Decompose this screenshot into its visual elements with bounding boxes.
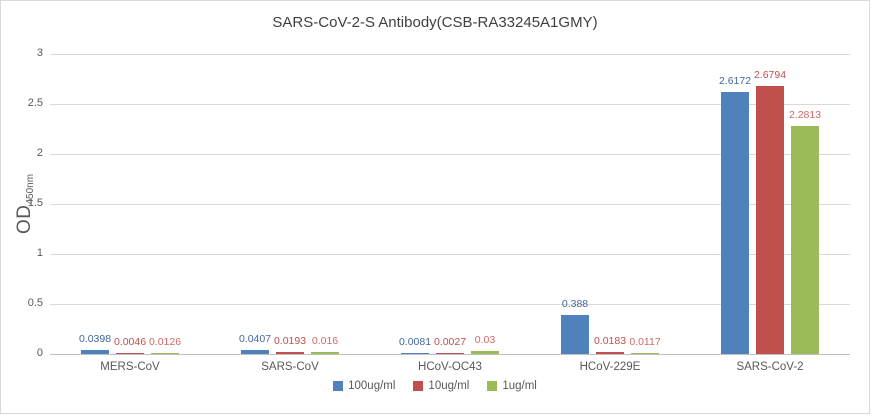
chart-bar (561, 315, 589, 354)
bar-value-label: 0.03 (474, 334, 496, 346)
chart-bar (401, 353, 429, 354)
bar-value-label: 0.388 (561, 298, 589, 310)
legend-label: 1ug/ml (502, 380, 537, 392)
legend-item: 100ug/ml (333, 380, 395, 392)
bar-value-label: 0.0126 (148, 336, 182, 348)
chart-bar (436, 353, 464, 354)
x-axis-line (50, 354, 850, 355)
legend-swatch (413, 381, 424, 391)
y-axis-tick-label: 1 (36, 247, 43, 259)
y-axis-tick-label: 3 (36, 47, 43, 59)
gridline (50, 204, 850, 205)
chart-bar (791, 126, 819, 354)
gridline (50, 304, 850, 305)
bar-value-label: 0.0027 (433, 336, 467, 348)
y-axis-tick-label: 2.5 (27, 97, 43, 109)
gridline (50, 54, 850, 55)
legend-swatch (487, 381, 498, 391)
bar-value-label: 0.0081 (398, 336, 432, 348)
chart-bar (151, 353, 179, 354)
bar-value-label: 2.6172 (718, 75, 752, 87)
legend-item: 10ug/ml (413, 380, 469, 392)
chart-bar (81, 350, 109, 354)
x-axis-category-label: MERS-CoV (100, 361, 160, 373)
legend-label: 100ug/ml (348, 380, 396, 392)
y-axis-tick-label: 1.5 (27, 197, 43, 209)
bar-value-label: 0.0183 (593, 335, 627, 347)
legend-label: 10ug/ml (428, 380, 470, 392)
x-axis-category-label: SARS-CoV (261, 361, 319, 373)
chart-bar (471, 351, 499, 354)
chart-bar (596, 352, 624, 354)
gridline (50, 254, 850, 255)
x-axis-category-label: HCoV-OC43 (418, 361, 482, 373)
bar-value-label: 0.0117 (629, 336, 661, 348)
y-axis-tick-label: 2 (36, 147, 43, 159)
bar-value-label: 2.2813 (788, 109, 822, 121)
bar-value-label: 0.0407 (238, 333, 272, 345)
bar-value-label: 0.0398 (78, 333, 112, 345)
chart-bar (721, 92, 749, 354)
chart-bar (241, 350, 269, 354)
y-axis-tick-label: 0 (36, 347, 43, 359)
bar-value-label: 0.0046 (113, 336, 147, 348)
bar-value-label: 0.016 (311, 335, 339, 347)
chart-bar (756, 86, 784, 354)
bar-value-label: 0.0193 (273, 335, 307, 347)
chart-bar (631, 353, 659, 354)
chart-title: SARS-CoV-2-S Antibody(CSB-RA33245A1GMY) (272, 14, 598, 31)
legend: 100ug/ml 10ug/ml 1ug/ml (1, 380, 869, 392)
gridline (50, 104, 850, 105)
chart-bar (116, 353, 144, 354)
chart-bar (276, 352, 304, 354)
legend-swatch (333, 381, 344, 391)
gridline (50, 154, 850, 155)
x-axis-category-label: HCoV-229E (579, 361, 641, 373)
y-axis-tick-label: 0.5 (27, 297, 43, 309)
chart-bar (311, 352, 339, 354)
x-axis-category-label: SARS-CoV-2 (736, 361, 804, 373)
legend-item: 1ug/ml (487, 380, 537, 392)
bar-value-label: 2.6794 (753, 69, 787, 81)
